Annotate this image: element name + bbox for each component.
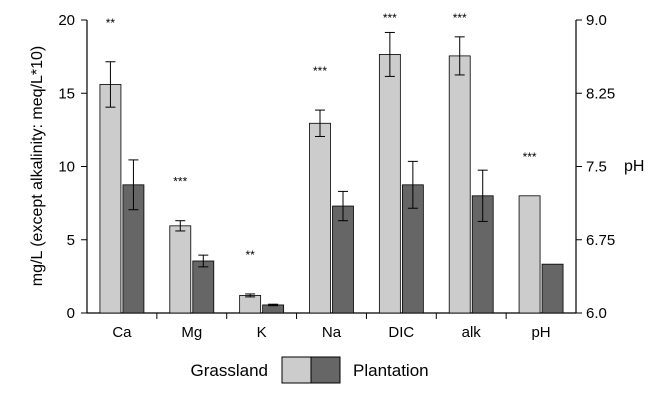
y-right-tick-label: 9.0 xyxy=(586,12,607,29)
y-right-tick-label: 8.25 xyxy=(586,85,615,102)
y-left-tick-label: 0 xyxy=(67,305,75,322)
bar-grassland-k xyxy=(239,295,262,314)
x-tick-label-ca: Ca xyxy=(112,324,132,341)
significance-label: *** xyxy=(383,11,397,25)
x-tick-label-k: K xyxy=(257,324,267,341)
bar-grassland-dic xyxy=(378,54,401,314)
significance-label: *** xyxy=(453,11,467,25)
y-right-tick-label: 6.75 xyxy=(586,232,615,249)
bar-grassland-alk xyxy=(448,55,471,314)
y-axis-left-title: mg/L (except alkalinity: meq/L*10) xyxy=(29,46,46,286)
x-tick-label-mg: Mg xyxy=(181,324,202,341)
bar-grassland-ca xyxy=(99,84,122,314)
bar-plantation-ph xyxy=(541,263,564,314)
y-left-tick-label: 10 xyxy=(58,159,75,176)
bar-grassland-ph xyxy=(518,195,541,314)
y-left-tick-label: 20 xyxy=(58,12,75,29)
significance-label: *** xyxy=(173,175,187,189)
x-tick-label-ph: pH xyxy=(531,324,550,341)
bar-grassland-na xyxy=(309,122,331,314)
y-left-tick-label: 15 xyxy=(58,85,75,102)
x-tick-label-alk: alk xyxy=(462,324,482,341)
x-tick-label-dic: DIC xyxy=(388,324,414,341)
bar-plantation-mg xyxy=(192,260,215,314)
bar-grassland-mg xyxy=(169,225,192,314)
legend-label-plantation: Plantation xyxy=(353,361,429,380)
legend: Grassland Plantation xyxy=(191,356,429,384)
plot-area: 0 5 10 15 20 6.0 6.75 7.5 8.25 9.0 Ca ** Mg *** K ** Na *… xyxy=(58,11,615,341)
y-axis-right-title: pH xyxy=(624,158,644,175)
y-right-tick-label: 7.5 xyxy=(586,159,607,176)
significance-label: *** xyxy=(313,64,327,78)
legend-swatch-grassland xyxy=(281,356,312,384)
legend-swatch-plantation xyxy=(310,356,341,384)
significance-label: *** xyxy=(523,150,537,164)
legend-label-grassland: Grassland xyxy=(191,361,268,380)
y-left-tick-label: 5 xyxy=(67,232,75,249)
x-tick-label-na: Na xyxy=(322,324,342,341)
y-right-tick-label: 6.0 xyxy=(586,305,607,322)
significance-label: ** xyxy=(245,248,255,262)
bar-plantation-na xyxy=(332,205,354,314)
significance-label: ** xyxy=(106,16,116,30)
